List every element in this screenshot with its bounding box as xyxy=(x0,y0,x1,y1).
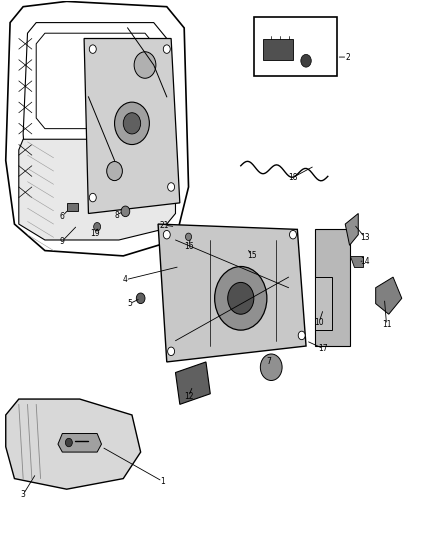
Text: 13: 13 xyxy=(360,233,370,242)
Circle shape xyxy=(136,293,145,304)
Circle shape xyxy=(94,222,101,231)
Polygon shape xyxy=(19,139,176,240)
Bar xyxy=(67,203,78,211)
Text: 3: 3 xyxy=(21,490,25,499)
Circle shape xyxy=(163,45,170,53)
Circle shape xyxy=(134,52,156,78)
Text: 11: 11 xyxy=(382,320,391,329)
Text: 7: 7 xyxy=(267,358,272,367)
Text: 8: 8 xyxy=(114,211,119,220)
Polygon shape xyxy=(176,362,210,405)
Circle shape xyxy=(185,233,191,240)
Circle shape xyxy=(228,282,254,314)
Circle shape xyxy=(123,113,141,134)
Circle shape xyxy=(163,230,170,239)
Polygon shape xyxy=(315,229,350,346)
Circle shape xyxy=(301,54,311,67)
Polygon shape xyxy=(58,433,102,452)
Text: 17: 17 xyxy=(318,344,328,353)
Text: 21: 21 xyxy=(160,221,170,230)
Polygon shape xyxy=(6,399,141,489)
Text: 6: 6 xyxy=(60,212,65,221)
Text: 4: 4 xyxy=(123,275,128,284)
Polygon shape xyxy=(345,214,358,245)
Bar xyxy=(315,277,332,330)
Text: 19: 19 xyxy=(90,229,100,238)
Text: 2: 2 xyxy=(345,53,350,62)
Circle shape xyxy=(260,354,282,381)
Bar xyxy=(254,17,336,76)
Text: 5: 5 xyxy=(127,299,132,308)
Circle shape xyxy=(290,230,297,239)
Circle shape xyxy=(121,206,130,216)
Text: 10: 10 xyxy=(314,318,324,327)
Text: 18: 18 xyxy=(288,173,298,182)
Circle shape xyxy=(298,331,305,340)
Circle shape xyxy=(115,102,149,144)
Text: 1: 1 xyxy=(160,477,165,486)
Text: 14: 14 xyxy=(360,257,370,265)
Polygon shape xyxy=(158,224,306,362)
Bar xyxy=(262,38,293,60)
Circle shape xyxy=(89,193,96,202)
Circle shape xyxy=(168,347,175,356)
Polygon shape xyxy=(376,277,402,314)
Text: 16: 16 xyxy=(184,242,193,251)
Text: 15: 15 xyxy=(247,252,257,261)
Polygon shape xyxy=(84,38,180,214)
Text: 12: 12 xyxy=(184,392,193,401)
Polygon shape xyxy=(350,256,363,266)
Circle shape xyxy=(65,438,72,447)
Circle shape xyxy=(107,161,122,181)
Text: 9: 9 xyxy=(60,237,65,246)
Circle shape xyxy=(215,266,267,330)
Circle shape xyxy=(168,183,175,191)
Circle shape xyxy=(89,45,96,53)
